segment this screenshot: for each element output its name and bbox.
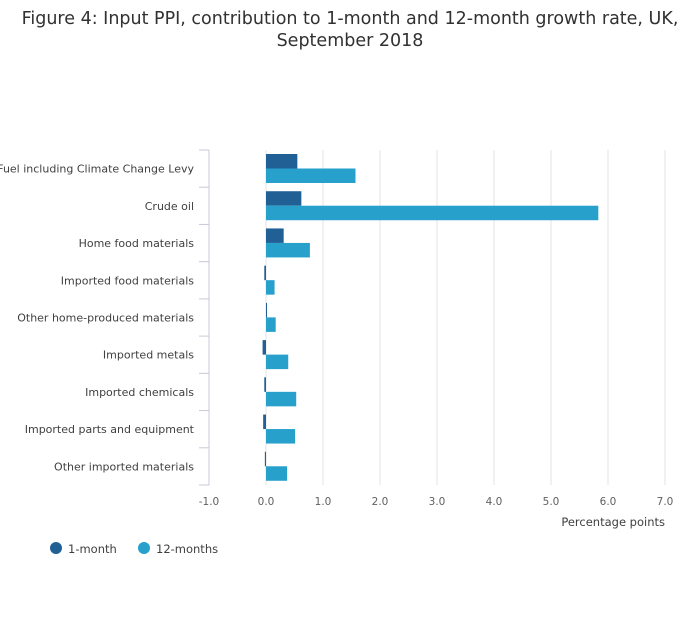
category-label: Crude oil	[145, 200, 194, 213]
bar-12-months	[266, 168, 356, 183]
category-label: Imported food materials	[61, 274, 194, 287]
x-tick-labels: -1.0 0.0 1.0 2.0 3.0 4.0 5.0 6.0 7.0	[199, 496, 674, 508]
bar-12-months	[266, 429, 296, 444]
bar-1-month	[264, 377, 266, 392]
bar-12-months	[266, 317, 276, 332]
x-tick-label: 2.0	[372, 496, 389, 508]
legend: 1-month 12-months	[50, 542, 218, 556]
x-tick-label: 3.0	[429, 496, 446, 508]
category-labels: Fuel including Climate Change Levy Crude …	[0, 163, 195, 474]
bar-1-month	[263, 414, 266, 430]
bar-1-month	[266, 191, 302, 206]
legend-label: 1-month	[68, 542, 117, 556]
chart-title-line-2: September 2018	[277, 31, 424, 51]
x-tick-label: 7.0	[657, 496, 674, 508]
category-label: Imported chemicals	[85, 386, 194, 399]
legend-marker	[50, 542, 62, 554]
bar-12-months	[266, 466, 288, 481]
bar-12-months	[266, 242, 310, 258]
bar-1-month	[264, 265, 266, 281]
bar-12-months	[266, 205, 599, 221]
x-tick-label: 6.0	[600, 496, 617, 508]
bar-1-month	[264, 451, 266, 467]
category-label: Home food materials	[79, 237, 195, 250]
category-label: Imported metals	[103, 349, 194, 362]
bar-1-month	[262, 340, 266, 355]
legend-marker	[138, 542, 150, 554]
legend-label: 12-months	[156, 542, 218, 556]
category-label: Fuel including Climate Change Levy	[0, 163, 194, 176]
bar-1-month	[266, 302, 267, 318]
x-tick-label: 1.0	[315, 496, 332, 508]
bar-1-month	[266, 154, 298, 169]
bar-12-months	[266, 391, 297, 407]
x-tick-label: 5.0	[543, 496, 560, 508]
category-label: Other imported materials	[54, 460, 194, 473]
bar-12-months	[266, 280, 275, 295]
x-tick-label: -1.0	[199, 496, 220, 508]
bar-1-month	[266, 228, 284, 243]
x-axis-title: Percentage points	[561, 515, 665, 529]
bars	[262, 154, 599, 481]
x-tick-label: 4.0	[486, 496, 503, 508]
category-axis	[199, 149, 210, 486]
category-label: Imported parts and equipment	[25, 423, 195, 436]
x-tick-label: 0.0	[258, 496, 275, 508]
category-label: Other home-produced materials	[17, 312, 194, 325]
bar-12-months	[266, 354, 289, 370]
chart-title-line-1: Figure 4: Input PPI, contribution to 1-m…	[22, 9, 679, 29]
